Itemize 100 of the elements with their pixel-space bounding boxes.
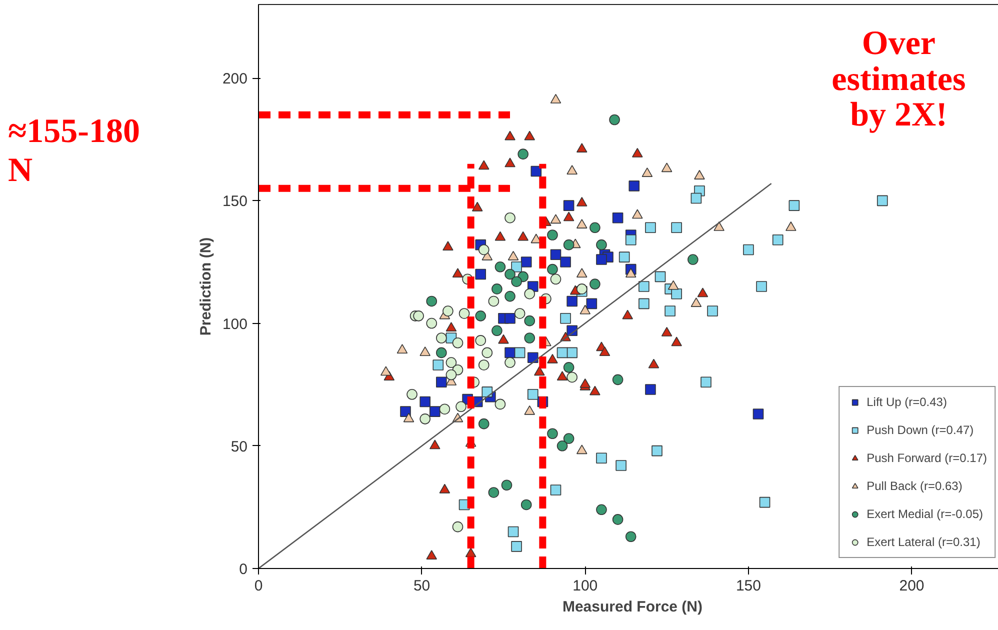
point	[707, 306, 718, 316]
point	[661, 162, 672, 172]
point	[586, 298, 598, 310]
point	[580, 304, 591, 314]
x-tick-label: 50	[413, 578, 430, 594]
point	[420, 414, 430, 424]
point	[566, 372, 578, 383]
point	[638, 298, 650, 310]
legend-label: Pull Back (r=0.63)	[866, 479, 962, 493]
point	[576, 143, 588, 152]
point	[671, 222, 682, 234]
point	[661, 326, 672, 336]
point	[439, 484, 450, 494]
point	[504, 130, 516, 140]
point	[508, 250, 519, 260]
point	[406, 389, 418, 400]
point	[426, 296, 438, 307]
y-tick-label: 0	[239, 561, 248, 578]
point	[508, 526, 519, 538]
point	[628, 180, 640, 192]
point	[511, 276, 522, 287]
point	[501, 480, 512, 491]
point	[413, 310, 424, 322]
point	[599, 346, 610, 356]
annotation: Over estimates by 2X!	[832, 25, 966, 134]
point	[494, 398, 506, 410]
point	[642, 168, 653, 177]
point	[465, 548, 476, 558]
point	[520, 499, 532, 510]
y-axis-title: Prediction (N)	[197, 237, 214, 336]
x-tick-label: 150	[736, 578, 761, 594]
point	[652, 445, 662, 456]
point	[504, 290, 516, 302]
point	[576, 284, 588, 294]
point	[511, 261, 522, 272]
point	[560, 256, 571, 268]
point	[632, 209, 643, 219]
point	[714, 221, 724, 231]
point	[524, 332, 536, 344]
legend-label: Lift Up (r=0.43)	[866, 395, 947, 409]
point	[514, 308, 526, 319]
legend-label: Exert Lateral (r=0.31)	[866, 535, 980, 549]
x-tick-label: 0	[254, 578, 263, 594]
point	[504, 268, 516, 280]
point	[432, 360, 444, 370]
point	[590, 386, 600, 396]
point	[547, 428, 558, 440]
point	[759, 496, 770, 508]
point	[550, 484, 562, 496]
point	[566, 165, 578, 175]
point	[671, 288, 682, 300]
point	[609, 114, 620, 126]
point	[700, 376, 712, 388]
point	[511, 541, 522, 552]
point	[876, 195, 888, 206]
point	[534, 366, 545, 376]
point	[492, 325, 502, 336]
point	[520, 256, 532, 268]
point	[482, 347, 493, 358]
point	[580, 378, 591, 388]
legend-label: Push Down (r=0.47)	[866, 423, 974, 437]
point	[456, 401, 466, 412]
point	[625, 268, 636, 278]
point	[563, 433, 574, 444]
point	[671, 336, 682, 346]
point	[566, 347, 578, 358]
point	[436, 332, 447, 344]
point	[442, 306, 454, 316]
point	[400, 406, 411, 417]
point	[524, 288, 536, 300]
point	[446, 322, 457, 332]
y-tick-label: 150	[222, 193, 248, 210]
point	[514, 347, 526, 358]
point	[556, 347, 568, 358]
y-tick-label: 100	[222, 316, 248, 333]
point	[488, 296, 500, 307]
point	[458, 308, 470, 319]
point	[556, 440, 568, 452]
point	[439, 404, 450, 414]
point	[772, 234, 784, 246]
point	[488, 487, 500, 498]
point	[420, 346, 430, 356]
point	[550, 274, 562, 285]
point	[452, 338, 464, 348]
point	[756, 281, 767, 292]
point	[524, 130, 536, 140]
point	[622, 310, 633, 320]
y-tick-label: 50	[230, 438, 248, 456]
point	[560, 312, 571, 324]
point	[396, 344, 408, 354]
point	[504, 312, 516, 324]
point	[442, 241, 454, 251]
point	[697, 288, 708, 298]
point	[550, 214, 562, 224]
legend-label: Push Forward (r=0.17)	[866, 451, 987, 465]
point	[690, 297, 702, 307]
point	[550, 249, 562, 260]
point	[478, 360, 490, 370]
point	[625, 234, 636, 246]
point	[645, 384, 656, 395]
